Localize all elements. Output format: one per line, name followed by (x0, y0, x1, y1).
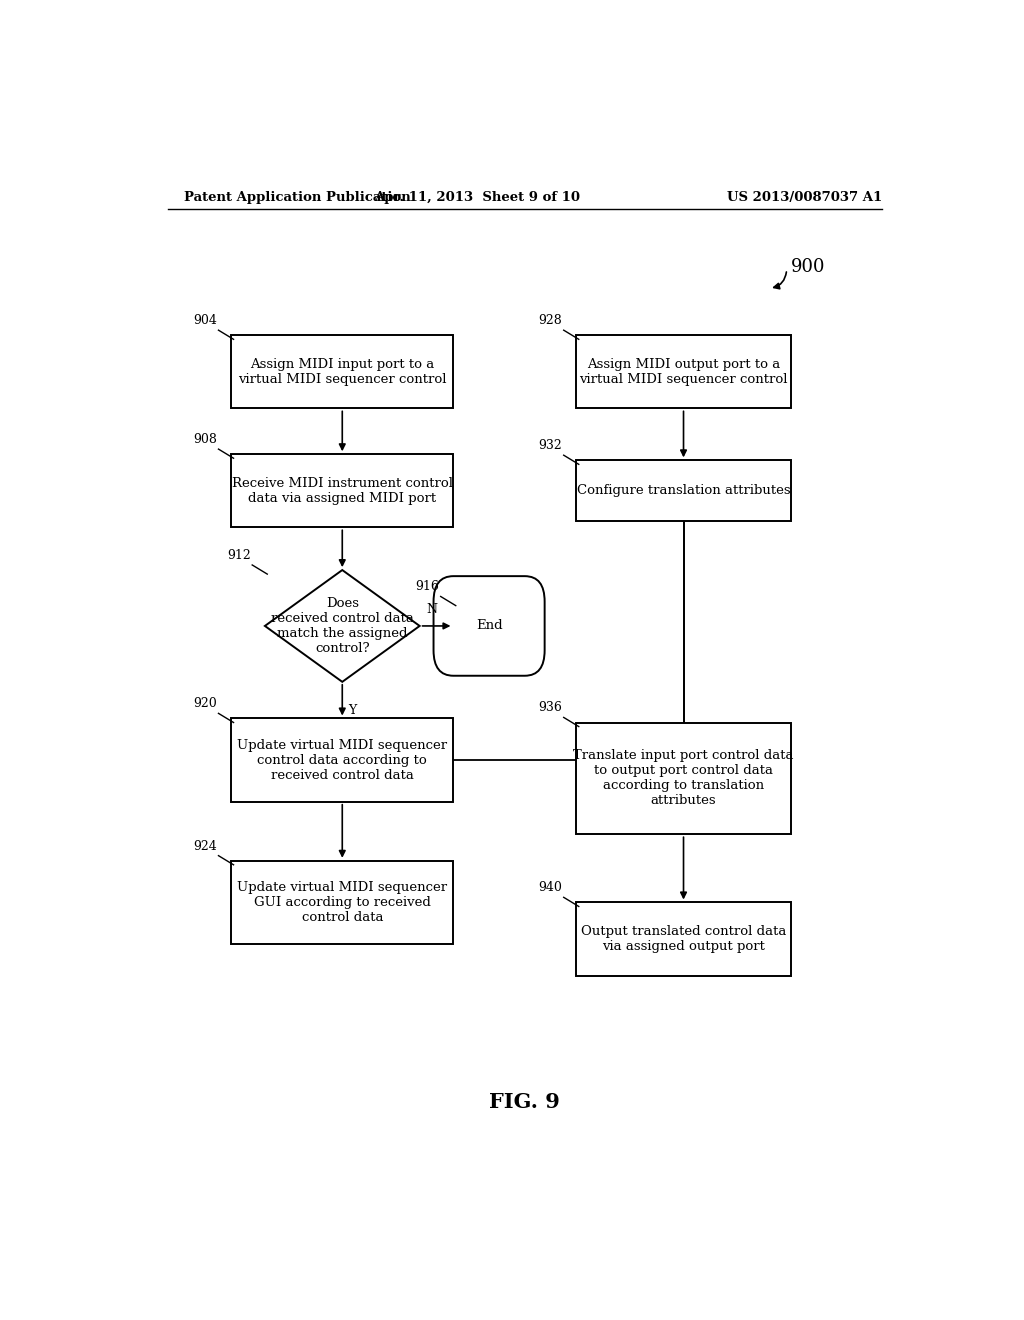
Text: Update virtual MIDI sequencer
control data according to
received control data: Update virtual MIDI sequencer control da… (238, 739, 447, 781)
FancyBboxPatch shape (433, 576, 545, 676)
Text: Apr. 11, 2013  Sheet 9 of 10: Apr. 11, 2013 Sheet 9 of 10 (374, 190, 581, 203)
Polygon shape (265, 570, 420, 682)
Text: 932: 932 (539, 440, 562, 453)
Text: 920: 920 (194, 697, 217, 710)
Text: Update virtual MIDI sequencer
GUI according to received
control data: Update virtual MIDI sequencer GUI accord… (238, 880, 447, 924)
Text: FIG. 9: FIG. 9 (489, 1092, 560, 1111)
Text: Translate input port control data
to output port control data
according to trans: Translate input port control data to out… (573, 750, 794, 808)
Text: End: End (476, 619, 503, 632)
FancyBboxPatch shape (231, 335, 454, 408)
Text: 912: 912 (227, 549, 251, 562)
Text: 904: 904 (193, 314, 217, 327)
Text: Output translated control data
via assigned output port: Output translated control data via assig… (581, 925, 786, 953)
Text: US 2013/0087037 A1: US 2013/0087037 A1 (727, 190, 882, 203)
FancyBboxPatch shape (577, 903, 791, 975)
Text: N: N (426, 603, 437, 615)
Text: Assign MIDI input port to a
virtual MIDI sequencer control: Assign MIDI input port to a virtual MIDI… (238, 358, 446, 385)
FancyBboxPatch shape (231, 454, 454, 528)
FancyBboxPatch shape (577, 461, 791, 521)
FancyBboxPatch shape (577, 722, 791, 834)
Text: 928: 928 (539, 314, 562, 327)
FancyBboxPatch shape (231, 718, 454, 801)
Text: 936: 936 (539, 701, 562, 714)
Text: Configure translation attributes: Configure translation attributes (577, 484, 791, 498)
Text: 900: 900 (791, 259, 825, 276)
Text: 908: 908 (193, 433, 217, 446)
Text: Does
received control data
match the assigned
control?: Does received control data match the ass… (270, 597, 414, 655)
Text: 924: 924 (194, 840, 217, 853)
FancyBboxPatch shape (231, 861, 454, 944)
Text: Y: Y (348, 704, 356, 717)
Text: 940: 940 (539, 882, 562, 894)
Text: Assign MIDI output port to a
virtual MIDI sequencer control: Assign MIDI output port to a virtual MID… (580, 358, 787, 385)
Text: Patent Application Publication: Patent Application Publication (183, 190, 411, 203)
Text: Receive MIDI instrument control
data via assigned MIDI port: Receive MIDI instrument control data via… (231, 477, 453, 504)
FancyBboxPatch shape (577, 335, 791, 408)
Text: 916: 916 (415, 581, 439, 594)
